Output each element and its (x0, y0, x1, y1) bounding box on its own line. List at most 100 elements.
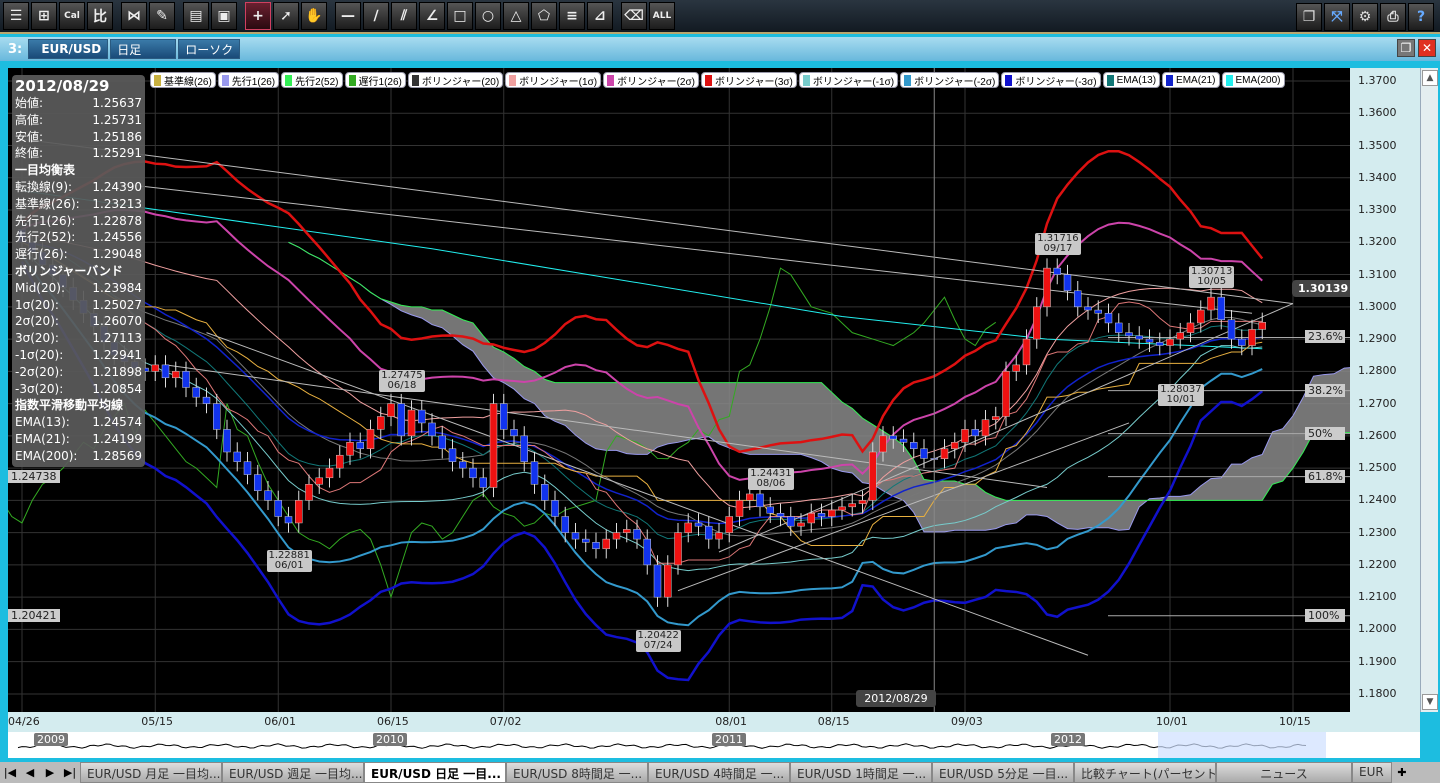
candle-body (1115, 322, 1123, 333)
list-button[interactable]: ☰ (3, 2, 29, 30)
info-value: 1.27113 (92, 331, 142, 346)
pentagon-button[interactable]: ⬠ (531, 2, 557, 30)
date-axis[interactable]: 04/26 05/15 06/01 06/15 07/02 08/01 08/15 09/03… (8, 712, 1420, 732)
parallel-lines-button[interactable]: ⫽ (391, 2, 417, 30)
legend-item[interactable]: ボリンジャー(1σ) (505, 72, 602, 88)
tab-3[interactable]: EUR/USD 8時間足 一... (506, 762, 648, 783)
candle-body (1104, 313, 1113, 324)
legend-item[interactable]: EMA(21) (1162, 72, 1220, 88)
legend-label: ボリンジャー(2σ) (617, 76, 695, 88)
price-tick-label: 1.3000 (1358, 299, 1397, 313)
date-tick-label: 06/01 (264, 715, 296, 728)
save-icon: ▣ (217, 8, 231, 24)
tab-0[interactable]: EUR/USD 月足 一目均... (80, 762, 222, 783)
crosshair-button[interactable]: + (245, 2, 271, 30)
gear-button[interactable]: ⚙ (1352, 3, 1378, 31)
price-axis[interactable]: 1.3700 1.3600 1.3500 1.3400 1.3300 1.3200 1.31… (1350, 68, 1420, 712)
legend-item[interactable]: ボリンジャー(-3σ) (1001, 72, 1101, 88)
scroll-down-button[interactable]: ▼ (1422, 694, 1438, 710)
first-tab-icon[interactable]: |◀ (3, 766, 17, 779)
scroll-up-button[interactable]: ▲ (1422, 70, 1438, 86)
restore-window-button[interactable]: ❐ (1397, 39, 1415, 57)
candle-body (694, 522, 703, 527)
new-chart-button[interactable]: ⊞ (31, 2, 57, 30)
add-tab-icon[interactable]: ✚ (1397, 766, 1407, 779)
fan-button[interactable]: ⊿ (587, 2, 613, 30)
last-tab-icon[interactable]: ▶| (63, 766, 77, 779)
indicator-legend: 基準線(26) 先行1(26) 先行2(52) 遅行1(26) ボリンジャー(20) ボリ… (150, 72, 1340, 88)
toolbar-right: ❐ ⤧ ⚙ ⎙? (1296, 3, 1436, 31)
annotation-date: 10/01 (1166, 394, 1196, 406)
settings-window-button[interactable]: ▤ (183, 2, 209, 30)
info-label: -1σ(20): (15, 347, 64, 362)
fib-level-label: 61.8% (1305, 469, 1345, 483)
tab-9[interactable]: EUR (1352, 762, 1392, 783)
legend-item[interactable]: 先行2(52) (281, 72, 343, 88)
legend-item[interactable]: EMA(200) (1221, 72, 1285, 88)
next-tab-icon[interactable]: ▶ (45, 766, 55, 779)
legend-item[interactable]: 基準線(26) (150, 72, 216, 88)
info-label: EMA(200): (15, 448, 78, 463)
triangle-button[interactable]: △ (503, 2, 529, 30)
indicator-button[interactable]: ⋈ (121, 2, 147, 30)
legend-item[interactable]: EMA(13) (1102, 72, 1161, 88)
compare-button[interactable]: 比 (87, 2, 113, 30)
pointer-button[interactable]: ➚ (273, 2, 299, 30)
legend-item[interactable]: 先行1(26) (217, 72, 280, 88)
chart-area[interactable] (0, 68, 1440, 712)
trend-line-button[interactable]: ∕ (363, 2, 389, 30)
tab-6[interactable]: EUR/USD 5分足 一目... (932, 762, 1074, 783)
symbol-selector[interactable]: EUR/USD (28, 39, 109, 59)
eraser-icon: ⌫ (624, 8, 644, 24)
legend-item[interactable]: ボリンジャー(2σ) (603, 72, 699, 88)
candle-body (1207, 296, 1215, 311)
price-chart[interactable] (0, 68, 1440, 712)
price-tick-label: 1.2400 (1358, 493, 1397, 507)
fib-retracement-button[interactable]: ≡ (559, 2, 585, 30)
legend-swatch (607, 74, 615, 86)
price-tick-label: 1.2200 (1358, 557, 1397, 571)
candle-body (602, 538, 610, 550)
legend-item[interactable]: ボリンジャー(20) (407, 72, 504, 88)
print-button[interactable]: ⎙ (1380, 3, 1406, 31)
tab-7[interactable]: 比較チャート(パーセント... (1074, 762, 1216, 783)
window-cascade-button[interactable]: ❐ (1296, 3, 1322, 31)
candle-body (418, 409, 426, 424)
chart-type-selector[interactable]: ローソク (178, 39, 241, 59)
legend-item[interactable]: ボリンジャー(-2σ) (900, 72, 1000, 88)
tab-8[interactable]: ニュース (1216, 762, 1352, 783)
rectangle-button[interactable]: □ (447, 2, 473, 30)
candle-body (1043, 267, 1051, 308)
info-row: -2σ(20): 1.21898 (15, 364, 142, 381)
tab-4[interactable]: EUR/USD 4時間足 一... (648, 762, 790, 783)
close-window-button[interactable]: ✕ (1418, 39, 1436, 57)
tab-1[interactable]: EUR/USD 週足 一目均... (222, 762, 364, 783)
hand-button[interactable]: ✋ (301, 2, 327, 30)
navigator-year-label: 2012 (1051, 733, 1085, 746)
tab-2[interactable]: EUR/USD 日足 一目... (364, 762, 506, 783)
candle-body (469, 467, 477, 479)
navigator[interactable]: 2009 2010 2011 2012 (8, 732, 1420, 758)
legend-item[interactable]: ボリンジャー(3σ) (700, 72, 797, 88)
help-button[interactable]: ? (1408, 3, 1434, 31)
legend-item[interactable]: 遅行1(26) (344, 72, 406, 88)
navigator-selection[interactable] (1158, 732, 1326, 758)
prev-tab-icon[interactable]: ◀ (25, 766, 35, 779)
vertical-scrollbar[interactable]: ▲ ▼ (1420, 68, 1438, 712)
pencil-button[interactable]: ✎ (149, 2, 175, 30)
fibonacci-button[interactable]: ∠ (419, 2, 445, 30)
candle-body (633, 529, 641, 540)
circle-button[interactable]: ○ (475, 2, 501, 30)
fibonacci-icon: ∠ (425, 8, 439, 24)
legend-item[interactable]: ボリンジャー(-1σ) (798, 72, 899, 88)
chart-window-titlebar: 3: EUR/USD 日足 ローソク ❐ ✕ (0, 37, 1440, 61)
tab-5[interactable]: EUR/USD 1時間足 一... (790, 762, 932, 783)
candle-body (869, 451, 877, 501)
calendar-button[interactable]: Cal (59, 2, 85, 30)
horizontal-line-button[interactable]: — (335, 2, 361, 30)
timeframe-selector[interactable]: 日足 (110, 39, 177, 59)
eraser-button[interactable]: ⌫ (621, 2, 647, 30)
fullscreen-button[interactable]: ⤧ (1324, 3, 1350, 31)
save-button[interactable]: ▣ (211, 2, 237, 30)
erase-all-button[interactable]: ALL (649, 2, 675, 30)
